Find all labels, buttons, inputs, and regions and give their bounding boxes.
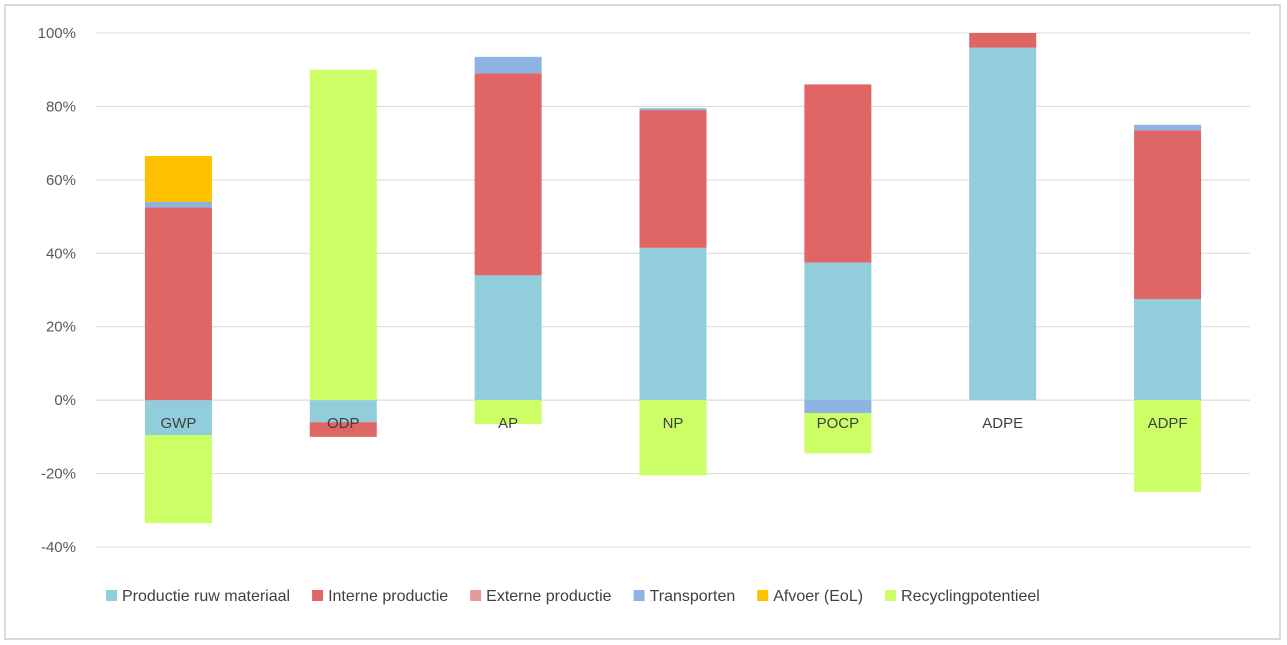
bar-segment-adpf-series-0 — [1134, 299, 1202, 401]
legend-label: Productie ruw materiaal — [122, 588, 290, 605]
stacked-bar-chart: -40% -20% 0% 20% 40% 60% 80% 100% GWP ODP AP NP POC… — [38, 25, 1250, 605]
y-tick-label: 40% — [46, 245, 76, 262]
bar-segment-np-series-5 — [639, 400, 707, 476]
y-tick-label: 0% — [54, 392, 76, 409]
bar-segment-pocp-series-5 — [804, 412, 872, 454]
chart-frame: -40% -20% 0% 20% 40% 60% 80% 100% GWP ODP AP NP POC… — [4, 4, 1281, 640]
bar-segment-adpf-series-1 — [1134, 130, 1202, 300]
category-label: POCP — [817, 415, 860, 432]
y-tick-label: -40% — [41, 539, 76, 556]
bar-segment-ap-series-0 — [474, 275, 542, 401]
bar-segment-pocp-series-0 — [804, 262, 872, 401]
y-tick-label: 60% — [46, 172, 76, 189]
category-label: ADPF — [1148, 415, 1188, 432]
legend-swatch — [757, 590, 769, 601]
legend-swatch — [470, 590, 482, 601]
bar-segment-pocp-series-1 — [804, 84, 872, 263]
y-tick-label: 80% — [46, 98, 76, 115]
bar-segment-ap-series-3 — [474, 56, 542, 74]
bar-segment-gwp-series-4 — [144, 155, 212, 202]
category-label: ADPE — [982, 415, 1023, 432]
bar-segment-gwp-series-3 — [144, 201, 212, 208]
bar-segment-odp-series-0 — [309, 400, 377, 423]
bar-segment-np-series-3 — [639, 108, 707, 111]
y-tick-label: 20% — [46, 319, 76, 336]
legend-label: Transporten — [650, 588, 736, 605]
legend-swatch — [885, 590, 897, 601]
y-axis: -40% -20% 0% 20% 40% 60% 80% 100% — [38, 25, 76, 556]
bar-segment-np-series-1 — [639, 110, 707, 248]
bar-segment-ap-series-5 — [474, 400, 542, 425]
category-labels: GWP ODP AP NP POCP ADPE ADPF — [161, 415, 1188, 432]
bar-segment-odp-series-1 — [309, 422, 377, 437]
bar-segment-np-series-0 — [639, 247, 707, 401]
bar-segment-odp-series-5 — [309, 69, 377, 401]
bar-segment-gwp-series-0 — [144, 400, 212, 436]
category-label: ODP — [327, 415, 360, 432]
bars — [144, 33, 1202, 524]
bar-segment-adpe-series-0 — [969, 47, 1037, 401]
legend-swatch — [633, 590, 645, 601]
bar-segment-gwp-series-5 — [144, 435, 212, 524]
y-tick-label: 100% — [38, 25, 76, 42]
category-label: AP — [498, 415, 518, 432]
legend-swatch — [106, 590, 117, 601]
category-label: NP — [663, 415, 684, 432]
legend-label: Interne productie — [328, 588, 448, 605]
legend-label: Afvoer (EoL) — [773, 588, 863, 605]
bar-segment-gwp-series-1 — [144, 207, 212, 401]
y-tick-label: -20% — [41, 466, 76, 483]
bar-segment-pocp-series-3 — [804, 400, 872, 413]
legend-label: Recyclingpotentieel — [901, 588, 1040, 605]
bar-segment-adpe-series-1 — [969, 33, 1037, 48]
bar-segment-adpf-series-3 — [1134, 124, 1202, 131]
legend: Productie ruw materiaal Interne productie… — [106, 588, 1040, 605]
legend-label: Externe productie — [486, 588, 612, 605]
bar-segment-ap-series-1 — [474, 73, 542, 276]
legend-swatch — [312, 590, 324, 601]
category-label: GWP — [161, 415, 197, 432]
bar-segment-adpf-series-5 — [1134, 400, 1202, 492]
